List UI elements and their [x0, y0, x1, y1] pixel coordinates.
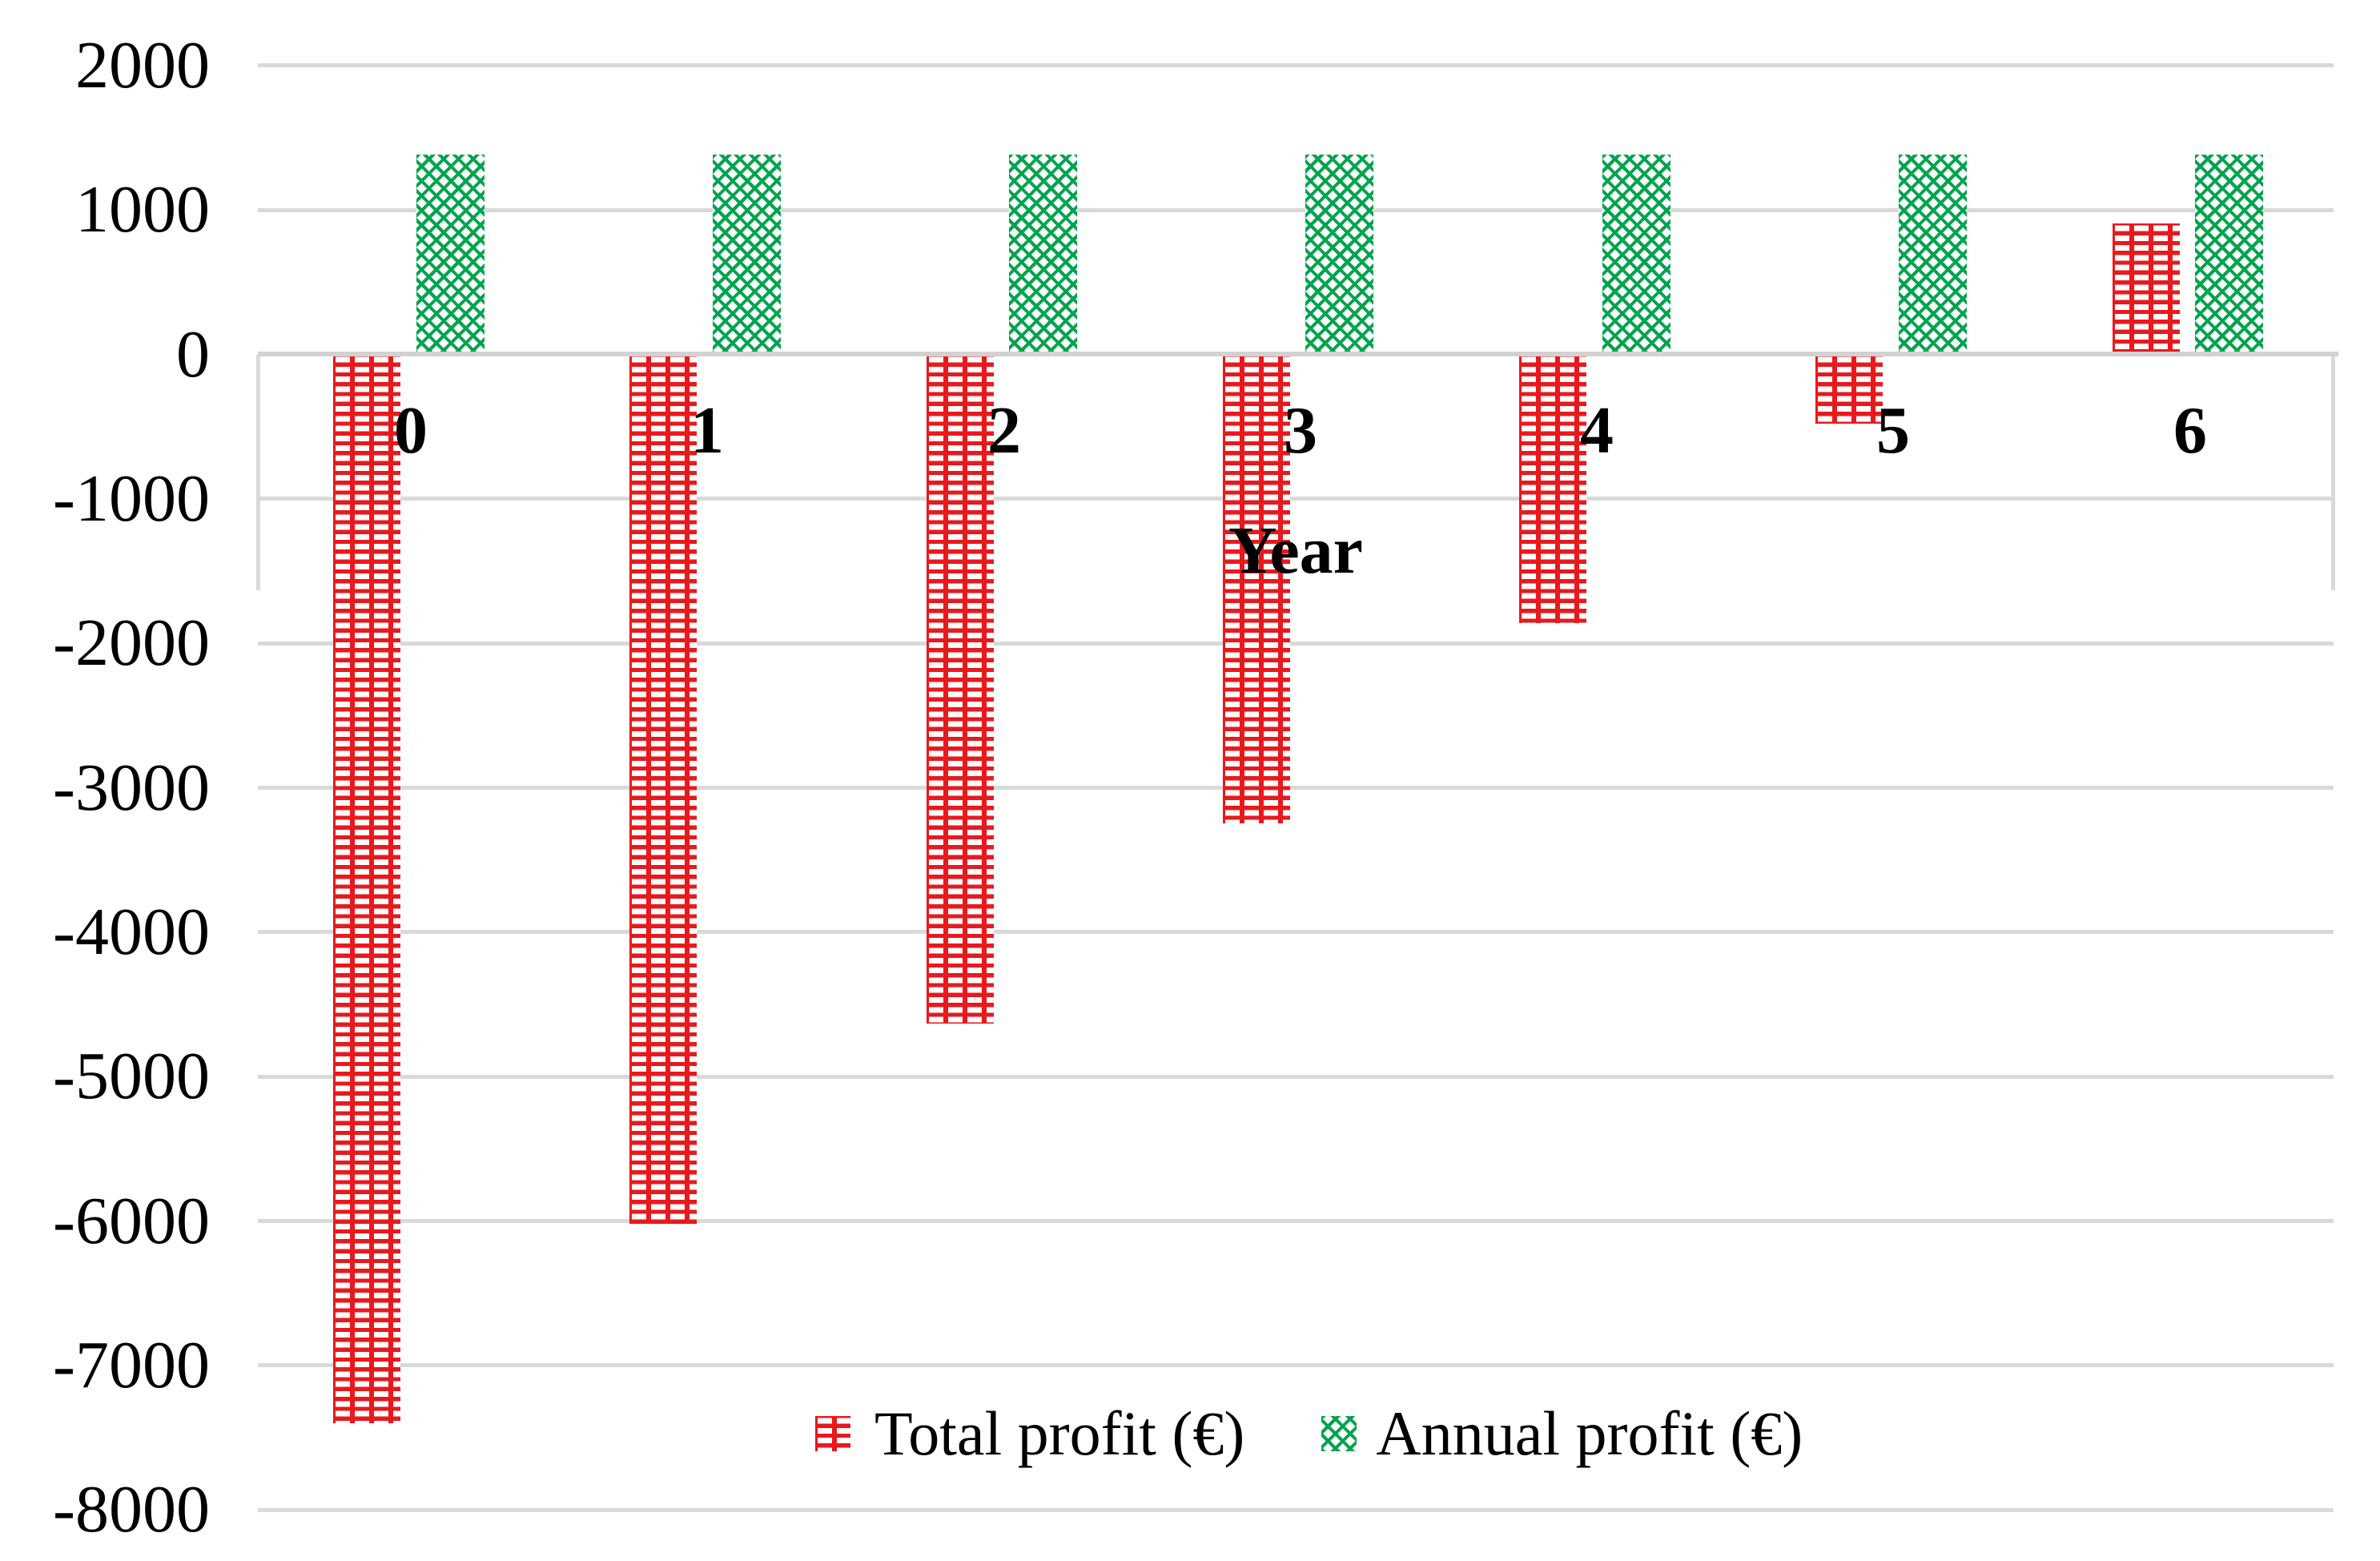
- x-axis-tick-label: 6: [2173, 393, 2207, 468]
- x-axis-tick-label: 2: [987, 393, 1021, 468]
- y-axis-tick-label: -7000: [53, 1328, 210, 1402]
- x-axis-zero-line: [258, 352, 2338, 356]
- gridline-y-1000: [258, 208, 2334, 212]
- y-axis-tick-label: -2000: [53, 605, 210, 680]
- legend-swatch-annual-profit-icon: [1321, 1416, 1357, 1451]
- gridline-y-2000: [258, 63, 2334, 67]
- bar-annual-profit-year-6: [2195, 155, 2263, 355]
- y-axis-tick-label: -4000: [53, 895, 210, 969]
- bar-total-profit-year-3: [1223, 355, 1290, 823]
- gridline-y--1000: [258, 497, 2334, 501]
- bar-total-profit-year-1: [629, 355, 697, 1224]
- legend-label-total-profit: Total profit (€): [874, 1398, 1245, 1468]
- x-axis-tick-label: 5: [1876, 393, 1910, 468]
- gridline-y--2000: [258, 642, 2334, 646]
- gridline-y--8000: [258, 1508, 2334, 1512]
- bar-total-profit-year-5: [1815, 355, 1883, 424]
- bar-annual-profit-year-2: [1009, 155, 1077, 355]
- y-axis-tick-label: 2000: [75, 28, 210, 103]
- x-axis-tick-label: 4: [1580, 393, 1614, 468]
- bar-annual-profit-year-4: [1602, 155, 1670, 355]
- y-axis-tick-label: 1000: [75, 172, 210, 247]
- x-axis-title: Year: [1228, 513, 1363, 588]
- axis-label-box-left-border: [256, 355, 260, 590]
- x-axis-tick-label: 0: [394, 393, 428, 468]
- gridline-y--6000: [258, 1219, 2334, 1223]
- y-axis-tick-label: -5000: [53, 1039, 210, 1113]
- bar-annual-profit-year-0: [416, 155, 484, 355]
- bar-annual-profit-year-1: [713, 155, 781, 355]
- y-axis-tick-label: -6000: [53, 1184, 210, 1258]
- y-axis-tick-label: -8000: [53, 1472, 210, 1547]
- bar-total-profit-year-6: [2113, 223, 2180, 355]
- y-axis-tick-label: -1000: [53, 461, 210, 536]
- y-axis-tick-label: 0: [176, 317, 210, 392]
- legend-swatch-total-profit-icon: [815, 1416, 850, 1451]
- gridline-y--4000: [258, 930, 2334, 934]
- legend-label-annual-profit: Annual profit (€): [1376, 1398, 1803, 1468]
- x-axis-tick-label: 3: [1284, 393, 1317, 468]
- bar-total-profit-year-2: [927, 355, 994, 1024]
- y-axis-tick-label: -3000: [53, 750, 210, 825]
- bar-annual-profit-year-3: [1305, 155, 1373, 355]
- gridline-y--7000: [258, 1363, 2334, 1367]
- bar-total-profit-year-0: [333, 355, 400, 1423]
- bar-total-profit-year-4: [1519, 355, 1586, 623]
- x-axis-tick-label: 1: [690, 393, 724, 468]
- bar-annual-profit-year-5: [1899, 155, 1967, 355]
- gridline-y--3000: [258, 786, 2334, 790]
- legend: Total profit (€) Annual profit (€): [815, 1398, 1803, 1470]
- axis-label-box-right-border: [2331, 355, 2335, 590]
- gridline-y--5000: [258, 1075, 2334, 1079]
